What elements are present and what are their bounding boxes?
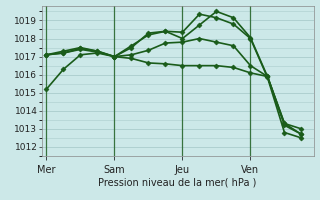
X-axis label: Pression niveau de la mer( hPa ): Pression niveau de la mer( hPa ): [99, 178, 257, 188]
